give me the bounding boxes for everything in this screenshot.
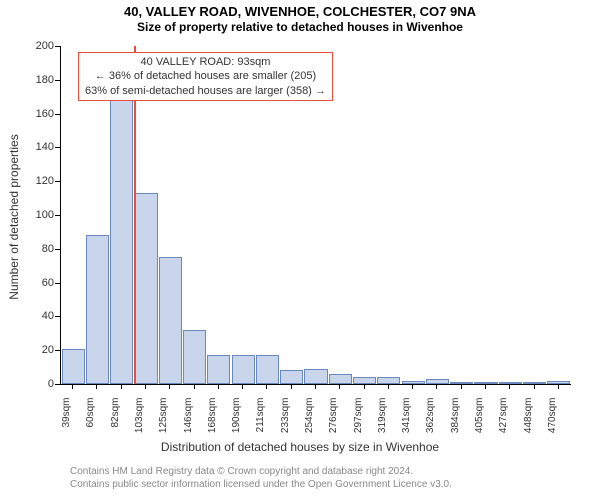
bar [134, 193, 157, 384]
xtick-mark [266, 384, 267, 389]
xtick-mark [145, 384, 146, 389]
xtick-mark [461, 384, 462, 389]
bar [426, 379, 449, 384]
bar [86, 235, 109, 384]
bar [523, 382, 546, 384]
chart: Number of detached properties 0204060801… [0, 0, 600, 500]
bar [353, 377, 376, 384]
xtick-mark [242, 384, 243, 389]
ytick-label: 200 [0, 40, 54, 52]
xtick-mark [412, 384, 413, 389]
xtick-mark [558, 384, 559, 389]
bar [329, 374, 352, 384]
annotation-line3: 63% of semi-detached houses are larger (… [85, 84, 326, 98]
xtick-mark [121, 384, 122, 389]
bar [377, 377, 400, 384]
annotation-line2: ← 36% of detached houses are smaller (20… [85, 69, 326, 83]
bar [183, 330, 206, 384]
xtick-mark [388, 384, 389, 389]
bar [232, 355, 255, 384]
xtick-mark [315, 384, 316, 389]
x-axis-label: Distribution of detached houses by size … [0, 440, 600, 454]
bar [547, 381, 570, 384]
xtick-mark [509, 384, 510, 389]
ytick-label: 120 [0, 175, 54, 187]
annotation-line1: 40 VALLEY ROAD: 93sqm [85, 55, 326, 69]
ytick-label: 180 [0, 74, 54, 86]
copyright-line2: Contains public sector information licen… [70, 479, 452, 490]
ytick-label: 0 [0, 378, 54, 390]
ytick-label: 20 [0, 344, 54, 356]
bar [304, 369, 327, 384]
xtick-mark [436, 384, 437, 389]
ytick-label: 160 [0, 108, 54, 120]
bar [159, 257, 182, 384]
xtick-mark [364, 384, 365, 389]
copyright-line1: Contains HM Land Registry data © Crown c… [70, 466, 413, 477]
annotation-box: 40 VALLEY ROAD: 93sqm ← 36% of detached … [78, 52, 333, 101]
xtick-mark [339, 384, 340, 389]
bar [402, 381, 425, 384]
bar [450, 382, 473, 384]
bar [280, 370, 303, 384]
bar [256, 355, 279, 384]
xtick-mark [96, 384, 97, 389]
ytick-label: 100 [0, 209, 54, 221]
ytick-label: 140 [0, 141, 54, 153]
ytick-label: 40 [0, 310, 54, 322]
bar [110, 100, 133, 384]
xtick-mark [169, 384, 170, 389]
xtick-mark [485, 384, 486, 389]
xtick-mark [72, 384, 73, 389]
xtick-mark [218, 384, 219, 389]
xtick-mark [291, 384, 292, 389]
bar [207, 355, 230, 384]
ytick-label: 80 [0, 243, 54, 255]
bar [62, 349, 85, 384]
xtick-mark [534, 384, 535, 389]
ytick-label: 60 [0, 277, 54, 289]
bar [499, 382, 522, 384]
xtick-mark [194, 384, 195, 389]
